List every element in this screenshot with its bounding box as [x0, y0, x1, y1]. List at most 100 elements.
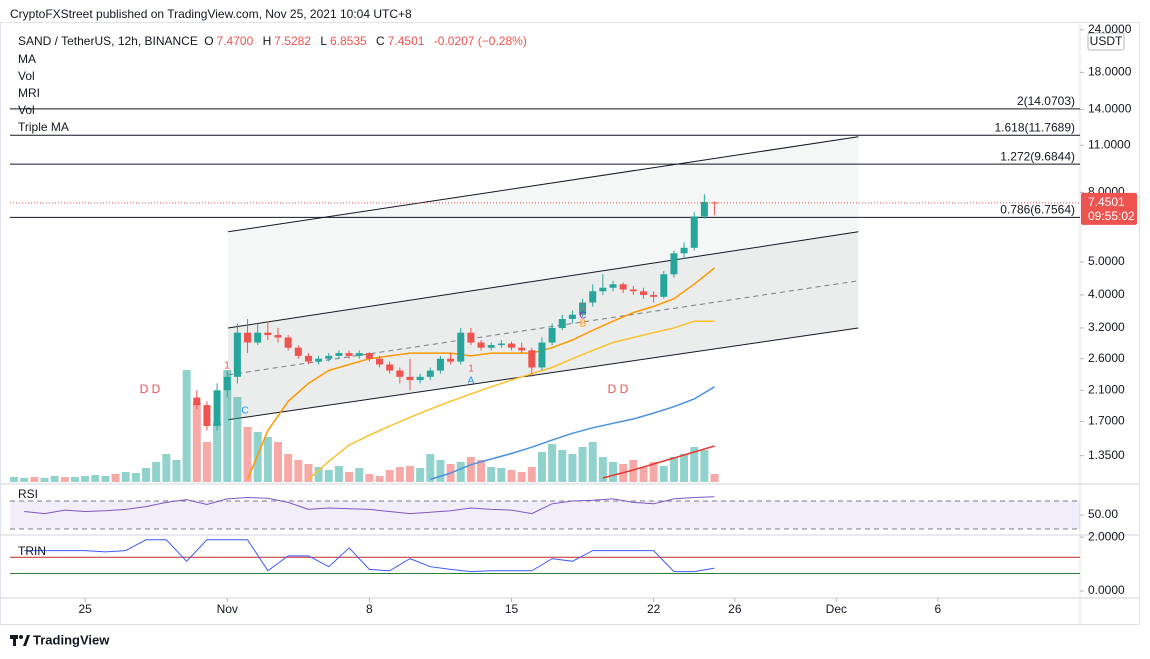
volume-bar: [497, 468, 506, 482]
pane-title: TRIN: [18, 544, 46, 558]
candle-body: [487, 345, 495, 348]
pane-title: RSI: [18, 487, 39, 501]
volume-bar: [487, 467, 496, 482]
channel-fill: [228, 136, 859, 420]
volume-bar: [385, 470, 394, 482]
signal-annotation: 1: [468, 364, 474, 375]
volume-bar: [669, 457, 678, 482]
candle-body: [223, 376, 231, 391]
candle-body: [294, 347, 302, 356]
y-tick-label: 2.1000: [1088, 382, 1125, 396]
y-tick-label: 0.0000: [1088, 583, 1125, 597]
volume-bar: [131, 473, 140, 482]
ohlc-label: C: [376, 34, 385, 48]
candle-body: [355, 353, 363, 356]
volume-bar: [192, 402, 201, 482]
volume-bar: [710, 474, 719, 482]
indicator-line: [24, 496, 715, 515]
volume-bar: [213, 422, 222, 482]
candle-body: [254, 332, 262, 343]
volume-bar: [700, 450, 709, 482]
volume-bar: [680, 454, 689, 482]
x-tick-label: Dec: [826, 602, 847, 616]
volume-bar: [162, 454, 171, 482]
ohlc-value: 7.4700: [216, 34, 254, 48]
volume-bar: [10, 477, 19, 482]
volume-bar: [436, 460, 445, 482]
volume-bar: [60, 477, 69, 482]
volume-bar: [152, 462, 161, 482]
candle-body: [711, 202, 719, 204]
indicator-name: Vol: [18, 103, 35, 117]
candle-body: [538, 342, 546, 368]
volume-bar: [598, 457, 607, 482]
ohlc-label: L: [320, 34, 327, 48]
candle-body: [619, 284, 627, 290]
signal-annotation: B: [580, 319, 587, 330]
candle-body: [548, 327, 556, 343]
fib-label: 0.786(6.7564): [1000, 203, 1075, 217]
indicator-name: Vol: [18, 69, 35, 83]
ohlc-label: O: [204, 34, 214, 48]
volume-bar: [81, 476, 90, 482]
candle-body: [477, 342, 485, 348]
volume-bar: [466, 457, 475, 482]
volume-bar: [405, 466, 414, 482]
volume-bar: [70, 477, 79, 482]
volume-bar: [345, 472, 354, 482]
y-tick-label: 1.7000: [1088, 414, 1125, 428]
candle-body: [345, 353, 353, 356]
logo-part: [13, 635, 16, 646]
candle-body: [426, 370, 434, 377]
candle-body: [558, 318, 566, 328]
x-tick-label: 22: [647, 602, 661, 616]
volume-ma-line: [602, 445, 715, 479]
published-line: CryptoFXStreet published on TradingView.…: [10, 7, 412, 21]
volume-bar: [426, 454, 435, 482]
volume-bar: [172, 460, 181, 482]
symbol-title: SAND / TetherUS, 12h, BINANCE: [18, 34, 198, 48]
candle-body: [660, 274, 668, 297]
signal-annotation: D D: [608, 382, 629, 396]
candle-body: [233, 332, 241, 377]
volume-bar: [111, 474, 120, 482]
fib-label: 1.618(11.7689): [994, 120, 1075, 134]
y-tick-label: 14.0000: [1088, 102, 1132, 116]
fib-label: 2(14.0703): [1017, 94, 1075, 108]
candle-body: [589, 291, 597, 303]
candle-body: [436, 358, 444, 371]
volume-bar: [263, 437, 272, 482]
volume-bar: [223, 370, 232, 482]
y-tick-label: 50.00: [1088, 507, 1118, 521]
y-tick-label: 5.0000: [1088, 254, 1125, 268]
x-tick-label: Nov: [217, 602, 238, 616]
candle-body: [599, 287, 607, 292]
candle-body: [690, 216, 698, 248]
candle-body: [416, 376, 424, 381]
volume-bar: [142, 468, 151, 482]
volume-bar: [274, 442, 283, 482]
candle-body: [609, 284, 617, 288]
channel-line: [228, 231, 859, 329]
volume-bar: [456, 462, 465, 482]
volume-bar: [548, 444, 557, 482]
channel-line: [228, 136, 859, 233]
logo-part: [23, 635, 30, 646]
ohlc-label: H: [262, 34, 272, 48]
signal-annotation: A: [468, 376, 475, 387]
volume-bar: [355, 468, 364, 482]
candle-body: [680, 247, 688, 254]
signal-annotation: 1: [580, 302, 586, 313]
volume-bar: [395, 467, 404, 482]
candle-body: [365, 353, 373, 359]
indicator-name: MA: [18, 52, 36, 66]
candle-body: [264, 332, 272, 336]
y-tick-label: 4.0000: [1088, 287, 1125, 301]
axis-unit: USDT: [1090, 34, 1123, 48]
fib-label: 1.272(9.6844): [1000, 149, 1075, 163]
volume-bar: [629, 460, 638, 482]
y-tick-label: 11.0000: [1088, 137, 1131, 151]
y-tick-label: 24.0000: [1088, 22, 1132, 36]
